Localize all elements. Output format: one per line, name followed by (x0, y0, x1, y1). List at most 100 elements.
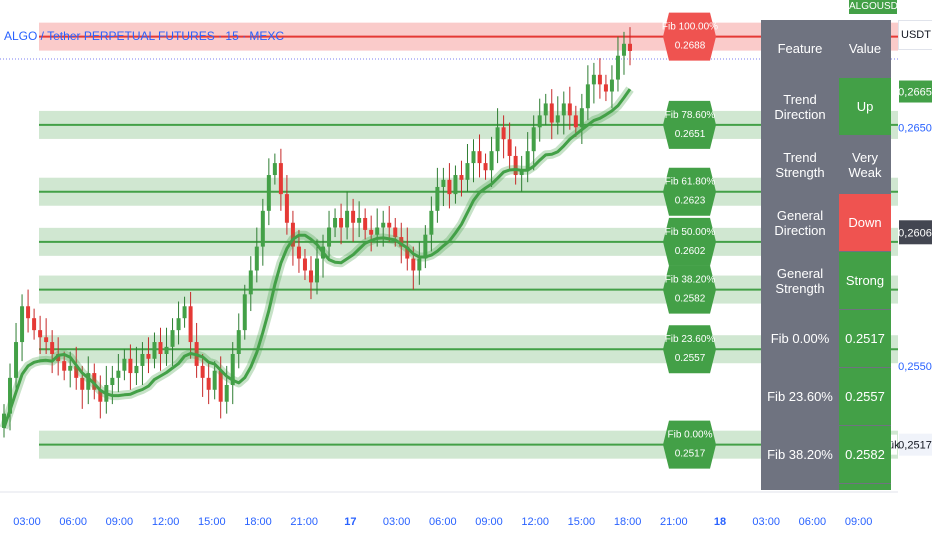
candle-body (423, 234, 428, 259)
table-header-row: Feature Value (761, 20, 891, 78)
table-row: General Strength Strong (761, 251, 891, 310)
time-axis-label: 18 (714, 516, 726, 528)
candle-body (399, 237, 404, 247)
candle-body (429, 210, 434, 235)
candle-body (477, 151, 482, 164)
candle-body (26, 306, 31, 319)
candle-body (357, 217, 362, 223)
candle-body (405, 246, 410, 259)
candle-body (38, 330, 43, 338)
candle-body (140, 353, 145, 366)
candle-body (44, 337, 49, 343)
currency-button[interactable]: USDT (898, 20, 932, 50)
fib-tag-value: 0.2582 (675, 294, 706, 305)
fib-tag-value: 0.2688 (675, 41, 706, 52)
candle-body (230, 353, 235, 386)
candle-body (158, 342, 163, 354)
candle-body (122, 358, 127, 371)
candle-body (50, 342, 55, 354)
candle-body (447, 179, 452, 195)
time-axis-label: 09:00 (475, 516, 503, 528)
table-row: Fib 38.20% 0.2582 (761, 425, 891, 484)
candle-body (501, 127, 506, 140)
fib-tag-label: Fib 100.00% (662, 22, 718, 33)
time-axis-label: 06:00 (429, 516, 457, 528)
time-axis-label: 09:00 (106, 516, 134, 528)
candle-body (483, 163, 488, 171)
time-axis-label: 06:00 (59, 516, 87, 528)
candle-body (513, 155, 518, 176)
candle-body (549, 103, 554, 123)
fib-tag-value: 0.2602 (675, 246, 706, 257)
fib-tag (663, 420, 716, 469)
value-cell: Down (839, 193, 891, 252)
candle-body (284, 194, 289, 223)
candle-body (327, 227, 332, 247)
candle-body (471, 151, 476, 164)
candle-body (92, 373, 97, 390)
candle-body (278, 163, 283, 195)
feature-cell: Fib 0.00% (761, 309, 839, 368)
candle-body (603, 84, 608, 92)
time-axis-label: 12:00 (152, 516, 180, 528)
candle-body (176, 318, 181, 331)
candle-body (387, 222, 392, 228)
price-tag (899, 80, 932, 103)
candle-body (453, 175, 458, 195)
candle-body (200, 365, 205, 378)
fib-tag-label: Fib 38.20% (665, 275, 716, 286)
price-axis-label: 0,2550 (898, 361, 932, 373)
candle-body (164, 346, 169, 354)
candle-body (206, 377, 211, 390)
fib-tag-value: 0.2517 (675, 449, 706, 460)
candle-body (351, 210, 356, 223)
candle-body (182, 306, 187, 319)
candle-body (302, 258, 307, 271)
time-axis-label: 03:00 (13, 516, 41, 528)
candle-body (417, 258, 422, 271)
feature-cell: General Strength (761, 251, 839, 310)
time-axis-label: 15:00 (198, 516, 226, 528)
candle-body (134, 365, 139, 374)
candle-body (116, 370, 121, 378)
candle-body (188, 306, 193, 343)
candle-body (68, 365, 73, 371)
candle-body (224, 385, 229, 402)
candle-body (561, 103, 566, 116)
candle-body (80, 377, 85, 390)
table-row: Fib 23.60% 0.2557 (761, 367, 891, 426)
candle-body (56, 353, 61, 362)
candle-body (236, 330, 241, 354)
ma-line (2, 88, 632, 429)
candle-body (591, 74, 596, 85)
candle-body (393, 227, 398, 238)
candle-body (212, 370, 217, 390)
header-feature: Feature (761, 20, 839, 78)
candle-body (308, 270, 313, 283)
candle-body (628, 43, 632, 51)
candle-body (543, 103, 548, 116)
candle-body (20, 306, 25, 343)
time-axis-background (0, 492, 932, 550)
candle-body (489, 151, 494, 171)
candle-body (579, 108, 584, 128)
value-cell: 0.2582 (839, 425, 891, 484)
price-axis-label: 0,2650 (898, 122, 932, 134)
candle-body (32, 318, 37, 331)
price-axis-background (898, 48, 932, 492)
header-value: Value (839, 20, 891, 78)
fib-tag-value: 0.2623 (675, 196, 706, 207)
fib-tag-label: Fib 61.80% (665, 177, 716, 188)
feature-cell: Fib 23.60% (761, 367, 839, 426)
candle-body (110, 377, 115, 386)
current-price-tag (899, 220, 932, 245)
time-axis-label: 03:00 (383, 516, 411, 528)
candle-body (266, 175, 271, 211)
time-axis-label: 15:00 (568, 516, 596, 528)
candle-body (315, 258, 319, 283)
time-axis-label: 12:00 (521, 516, 549, 528)
candle-body (441, 179, 446, 187)
price-tag (899, 433, 932, 456)
fib-tag-label: Fib 78.60% (665, 110, 716, 121)
price-tag-text: 0,2517 (898, 440, 932, 452)
